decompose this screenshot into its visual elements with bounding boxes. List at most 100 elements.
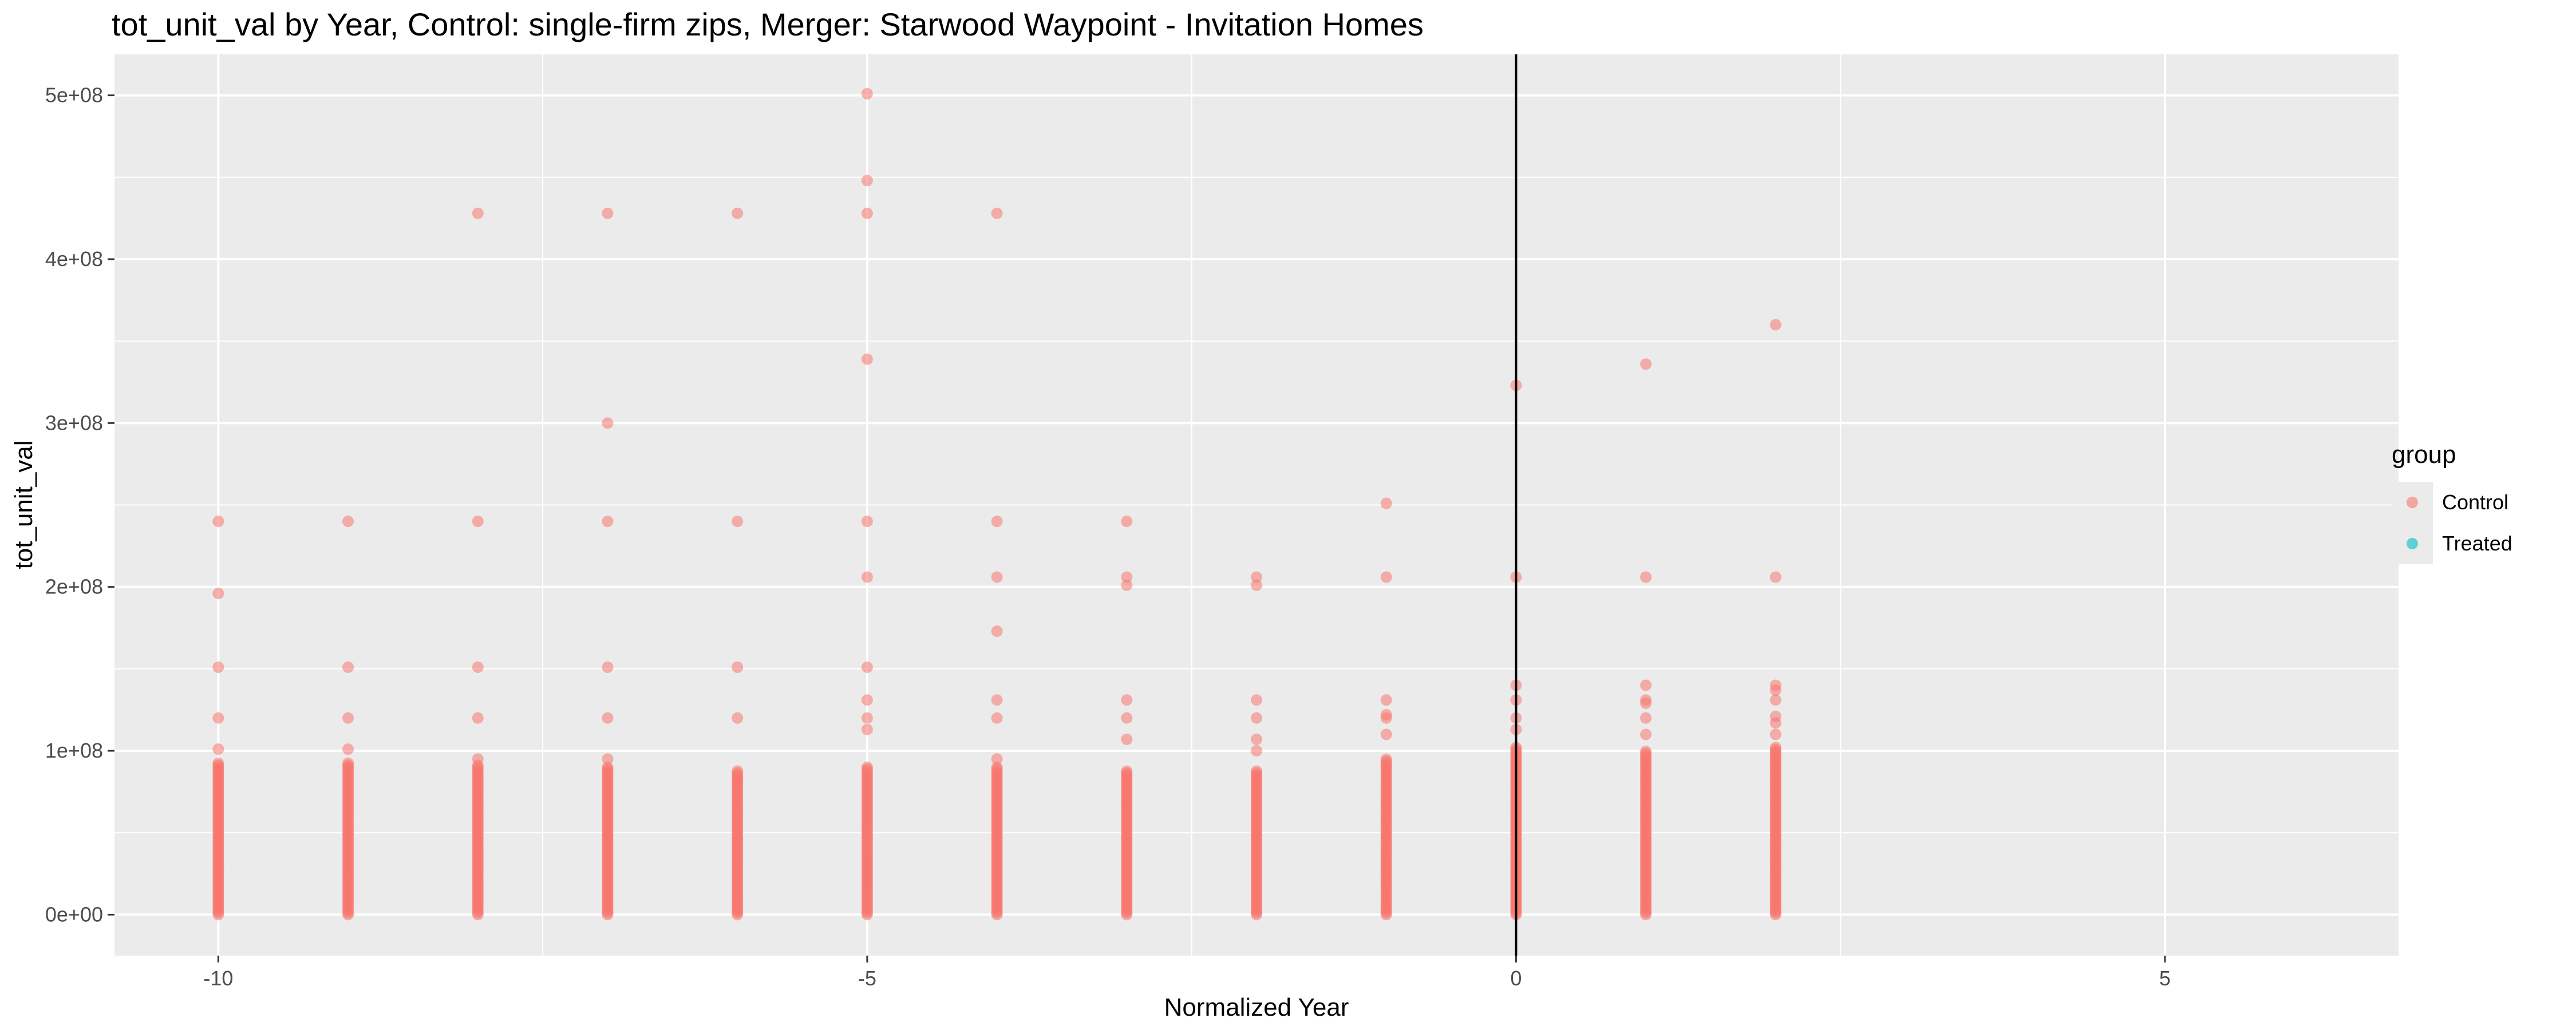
data-point — [1640, 712, 1652, 724]
data-point — [861, 761, 873, 773]
y-tick-label: 4e+08 — [45, 247, 103, 271]
legend-title: group — [2392, 441, 2456, 469]
data-point — [1251, 571, 1262, 583]
data-point — [861, 516, 873, 528]
data-point — [861, 353, 873, 365]
data-point — [1769, 319, 1781, 331]
legend-key-treated — [2392, 523, 2433, 564]
data-point — [1380, 728, 1392, 740]
data-point — [732, 516, 744, 528]
data-point — [472, 712, 484, 724]
data-point — [732, 207, 744, 219]
data-point — [1769, 717, 1781, 729]
data-point — [1121, 516, 1133, 528]
data-point — [1769, 684, 1781, 696]
data-point — [212, 588, 224, 600]
data-point — [991, 625, 1003, 637]
data-point — [861, 661, 873, 673]
data-point — [1380, 497, 1392, 509]
data-point — [732, 712, 744, 724]
data-point — [861, 207, 873, 219]
x-tick-label: 5 — [2159, 966, 2171, 990]
data-point — [472, 207, 484, 219]
x-tick-label: 0 — [1510, 966, 1522, 990]
data-point — [212, 712, 224, 724]
y-tick-label: 2e+08 — [45, 575, 103, 599]
data-point — [991, 712, 1003, 724]
legend-label-treated: Treated — [2442, 532, 2512, 555]
data-point — [1380, 571, 1392, 583]
data-point — [1121, 694, 1133, 706]
data-point — [472, 516, 484, 528]
legend-item-control: Control — [2392, 482, 2512, 523]
data-point — [1640, 679, 1652, 691]
data-point — [602, 207, 614, 219]
data-point — [342, 516, 354, 528]
data-point — [342, 661, 354, 673]
chart-title: tot_unit_val by Year, Control: single-fi… — [112, 6, 1424, 42]
data-point — [861, 88, 873, 100]
data-point — [472, 753, 484, 765]
data-point — [991, 761, 1003, 773]
x-tick-label: -10 — [203, 966, 233, 990]
data-point — [1380, 694, 1392, 706]
legend-label-control: Control — [2442, 490, 2509, 514]
data-point — [1121, 571, 1133, 583]
data-point — [1380, 712, 1392, 724]
x-tick-label: -5 — [858, 966, 876, 990]
data-point — [342, 743, 354, 755]
data-point — [212, 757, 224, 769]
data-point — [1251, 579, 1262, 591]
legend-item-treated: Treated — [2392, 523, 2512, 564]
data-point — [1121, 712, 1133, 724]
data-point — [602, 661, 614, 673]
data-point — [991, 516, 1003, 528]
data-point — [1640, 358, 1652, 370]
data-point — [1121, 734, 1133, 745]
data-point — [1769, 742, 1781, 754]
data-point — [1251, 745, 1262, 757]
data-point — [861, 694, 873, 706]
data-point — [602, 753, 614, 765]
data-point — [602, 712, 614, 724]
data-point — [1251, 734, 1262, 745]
data-point — [1251, 712, 1262, 724]
data-point — [212, 661, 224, 673]
data-point — [1121, 579, 1133, 591]
data-point — [991, 694, 1003, 706]
y-axis-label: tot_unit_val — [10, 440, 38, 569]
y-tick-label: 1e+08 — [45, 739, 103, 762]
data-point — [1251, 694, 1262, 706]
data-point — [1251, 765, 1262, 777]
data-point — [212, 516, 224, 528]
legend-dot-treated — [2407, 538, 2418, 549]
y-tick-label: 5e+08 — [45, 84, 103, 107]
legend: group Control Treated — [2392, 441, 2512, 564]
x-axis: -10 -5 0 5 — [203, 956, 2171, 990]
data-point — [732, 765, 744, 777]
data-point — [342, 712, 354, 724]
data-point — [1769, 694, 1781, 706]
data-point — [991, 753, 1003, 765]
x-axis-label: Normalized Year — [1164, 993, 1349, 1021]
data-point — [991, 207, 1003, 219]
data-point — [1640, 571, 1652, 583]
data-point — [861, 175, 873, 187]
data-point — [212, 743, 224, 755]
data-point — [1380, 753, 1392, 765]
data-point — [1769, 571, 1781, 583]
legend-dot-control — [2407, 497, 2418, 508]
y-axis: 0e+00 1e+08 2e+08 3e+08 4e+08 5e+08 — [45, 84, 114, 926]
data-point — [342, 757, 354, 769]
data-point — [861, 712, 873, 724]
y-tick-label: 3e+08 — [45, 411, 103, 434]
data-point — [1640, 698, 1652, 709]
data-point — [861, 571, 873, 583]
data-point — [602, 516, 614, 528]
y-tick-label: 0e+00 — [45, 902, 103, 926]
data-point — [602, 761, 614, 773]
data-point — [602, 417, 614, 429]
data-point — [861, 723, 873, 735]
data-point — [1769, 728, 1781, 740]
